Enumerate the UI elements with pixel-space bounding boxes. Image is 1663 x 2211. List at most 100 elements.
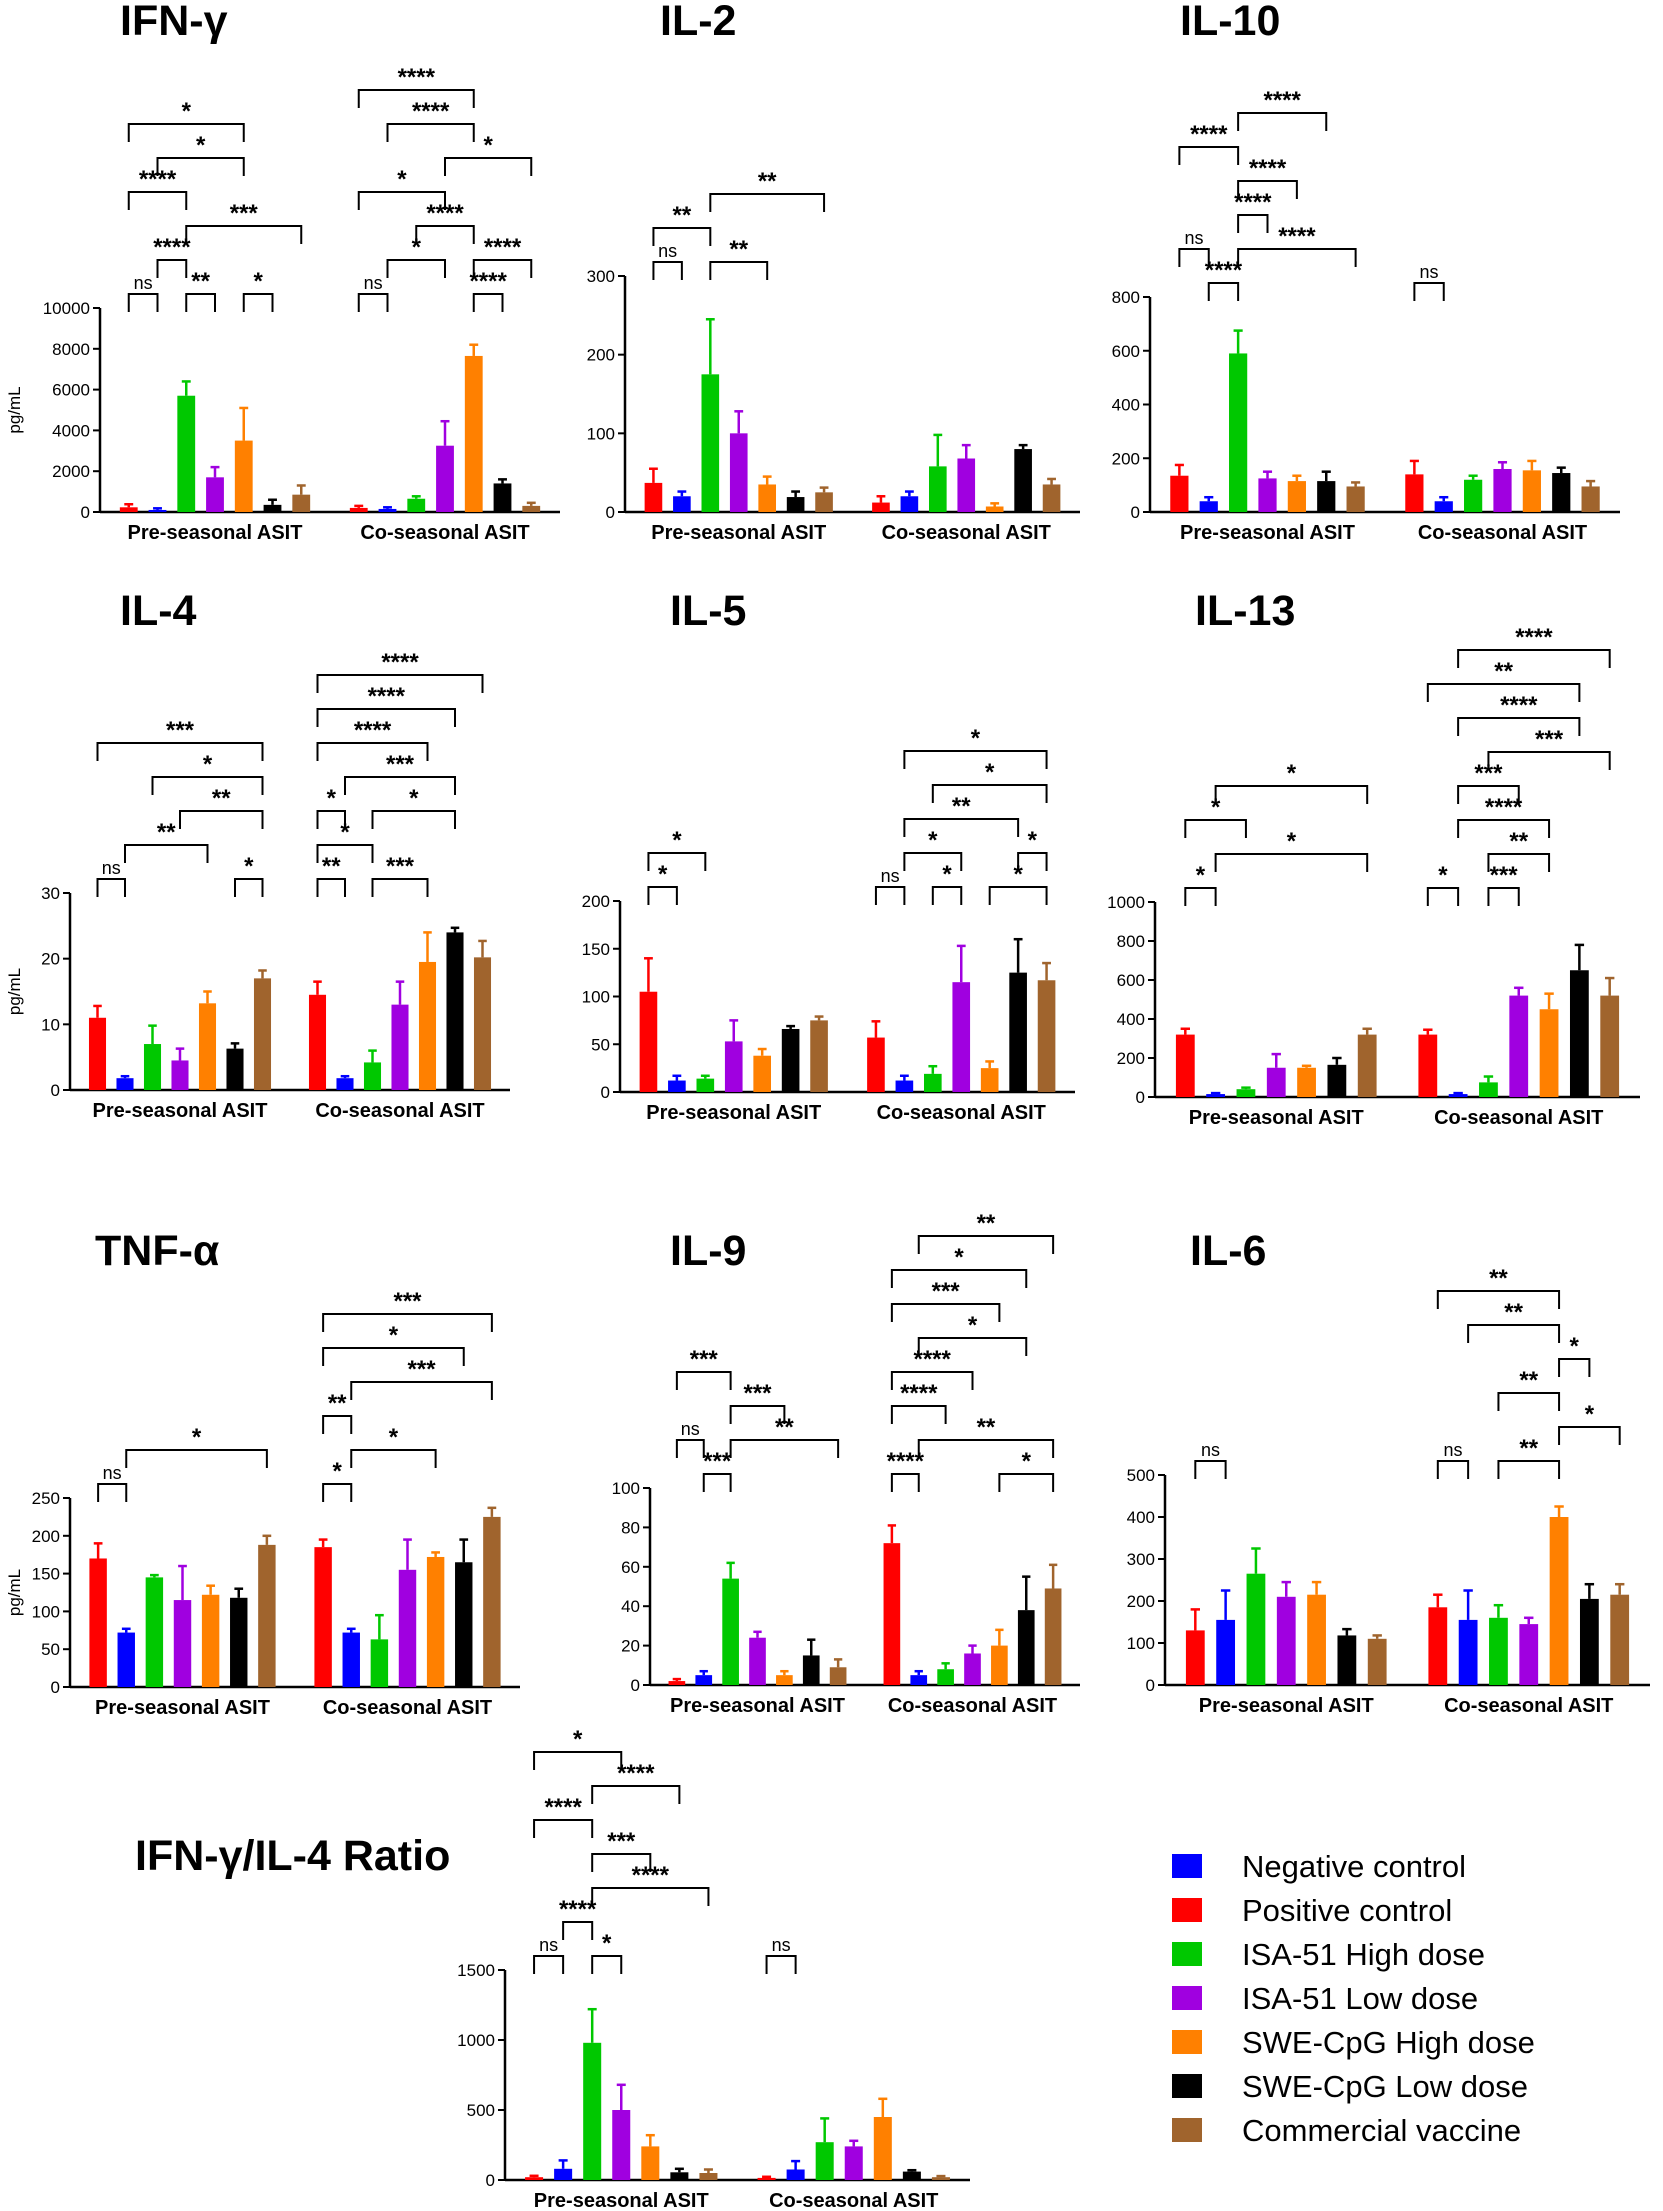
- legend-label: ISA-51 Low dose: [1242, 1981, 1478, 2016]
- y-tick-label: 150: [582, 940, 610, 959]
- y-tick-label: 200: [1117, 1049, 1145, 1068]
- bar: [1236, 1089, 1256, 1097]
- bar: [446, 932, 464, 1090]
- significance-bracket: [97, 1483, 128, 1502]
- bar: [145, 1577, 164, 1687]
- significance-bracket: [242, 293, 274, 312]
- significance-label: ns: [103, 1463, 122, 1483]
- significance-label: ns: [1443, 1440, 1462, 1460]
- significance-bracket: [316, 878, 346, 897]
- significance-bracket: [322, 1347, 465, 1366]
- bar: [1458, 1619, 1478, 1685]
- panel-2: IL-2 0 100 200 300 Pre-seasonal ASIT Co-season…: [587, 0, 1080, 544]
- panel-title: IL-13: [1195, 587, 1295, 635]
- significance-label: **: [775, 1414, 794, 1441]
- y-tick-label: 0: [631, 1676, 640, 1695]
- panel-title: IL-6: [1190, 1227, 1266, 1275]
- significance-label: *: [1585, 1401, 1595, 1428]
- significance-bracket: [1237, 214, 1269, 233]
- bar: [1044, 1588, 1062, 1685]
- panel-title: IL-4: [120, 587, 197, 635]
- bar: [1610, 1594, 1630, 1685]
- significance-bracket: [156, 259, 188, 278]
- significance-label: ns: [539, 1935, 558, 1955]
- y-tick-label: 200: [582, 892, 610, 911]
- panel-title: IL-5: [670, 587, 746, 635]
- legend-label: ISA-51 High dose: [1242, 1937, 1485, 1972]
- significance-label: ****: [914, 1346, 952, 1373]
- bar: [758, 484, 777, 512]
- group-label: Co-seasonal ASIT: [877, 1102, 1046, 1124]
- significance-label: *: [483, 132, 493, 159]
- significance-label: ****: [1205, 257, 1243, 284]
- group-label: Co-seasonal ASIT: [1418, 522, 1587, 544]
- significance-bracket: [371, 878, 429, 897]
- significance-bracket: [1457, 717, 1581, 736]
- bar: [1258, 478, 1277, 512]
- significance-label: ****: [1500, 692, 1538, 719]
- bar: [143, 1044, 162, 1090]
- significance-label: ****: [484, 234, 522, 261]
- bar: [116, 1078, 134, 1090]
- significance-bracket: [444, 157, 533, 176]
- bar: [525, 2177, 544, 2180]
- bar: [749, 1637, 766, 1685]
- legend-swatch: [1172, 2030, 1202, 2054]
- y-tick-label: 2000: [52, 462, 90, 481]
- bar: [641, 2146, 660, 2180]
- significance-label: ****: [1264, 87, 1302, 114]
- bar: [1434, 501, 1453, 512]
- bar: [554, 2168, 573, 2180]
- group-label: Co-seasonal ASIT: [323, 1697, 492, 1719]
- significance-label: **: [1494, 658, 1513, 685]
- legend-swatch: [1172, 1942, 1202, 1966]
- bar: [1229, 353, 1248, 512]
- significance-label: ***: [230, 200, 259, 227]
- significance-bracket: [903, 852, 963, 871]
- y-axis-label: pg/mL: [5, 968, 24, 1015]
- significance-label: **: [1509, 828, 1528, 855]
- legend-label: Commercial vaccine: [1242, 2113, 1521, 2148]
- bar: [198, 1003, 217, 1090]
- significance-bracket: [647, 886, 678, 905]
- legend-swatch: [1172, 1986, 1202, 2010]
- significance-bracket: [316, 742, 429, 761]
- panel-6: IL-13 0 200 400 600 800 1000 Pre-seasonal ASIT C…: [1107, 587, 1640, 1129]
- group-label: Co-seasonal ASIT: [315, 1100, 484, 1122]
- significance-label: **: [673, 202, 692, 229]
- significance-label: *: [389, 1322, 399, 1349]
- bar: [473, 957, 492, 1090]
- significance-bracket: [1214, 785, 1369, 804]
- bar: [308, 994, 327, 1090]
- group-label: Co-seasonal ASIT: [888, 1695, 1057, 1717]
- significance-label: ***: [386, 853, 415, 880]
- panel-7: TNF-α 0 50 100 150 200 250 pg/mL Pre-seasonal AS…: [5, 1227, 520, 1719]
- bar: [1246, 1573, 1266, 1685]
- significance-bracket: [1237, 112, 1328, 131]
- significance-label: **: [977, 1210, 996, 1237]
- significance-bracket: [890, 1371, 974, 1390]
- y-tick-label: 0: [601, 1083, 610, 1102]
- y-tick-label: 150: [32, 1565, 60, 1584]
- bar: [937, 1669, 954, 1685]
- significance-bracket: [709, 261, 769, 280]
- group-label: Co-seasonal ASIT: [769, 2190, 938, 2211]
- panel-5: IL-5 0 50 100 150 200 Pre-seasonal ASIT Co-seas…: [582, 587, 1075, 1124]
- significance-label: ****: [398, 64, 436, 91]
- bar: [230, 1597, 248, 1687]
- significance-label: **: [328, 1390, 347, 1417]
- bar: [1199, 501, 1218, 512]
- y-tick-label: 0: [51, 1081, 60, 1100]
- group-label: Co-seasonal ASIT: [1434, 1107, 1603, 1129]
- significance-bracket: [96, 878, 126, 897]
- significance-bracket: [371, 810, 456, 829]
- significance-bracket: [1178, 248, 1210, 267]
- bar: [844, 2146, 863, 2180]
- significance-label: ****: [1190, 121, 1228, 148]
- significance-label: **: [212, 785, 231, 812]
- bar: [815, 492, 833, 512]
- bar: [776, 1675, 793, 1685]
- bar: [314, 1547, 332, 1687]
- legend: Negative control Positive control ISA-51 H…: [1172, 1849, 1535, 2148]
- significance-bracket: [903, 750, 1048, 769]
